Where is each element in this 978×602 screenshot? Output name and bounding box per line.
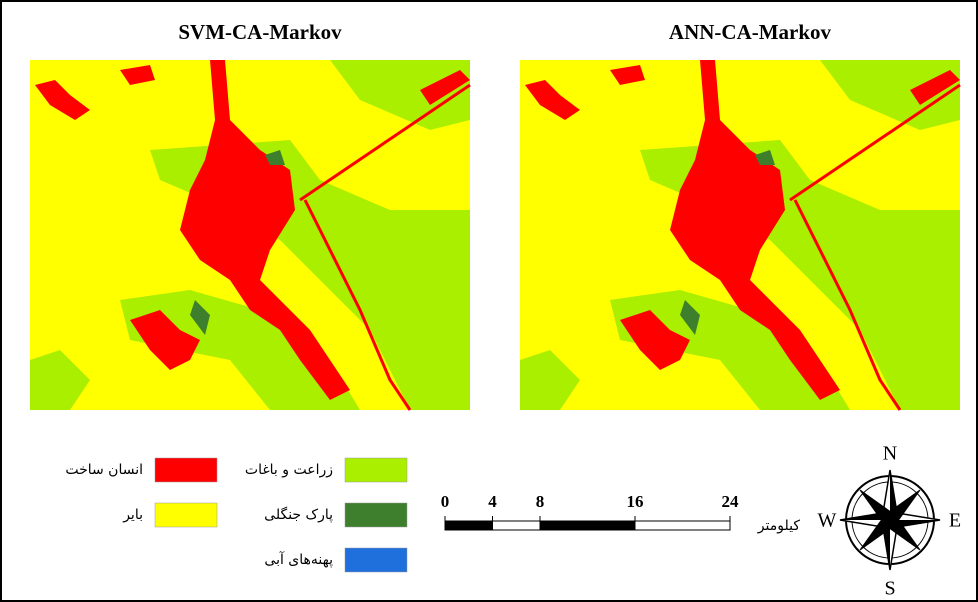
legend-label: پهنه‌های آبی	[264, 551, 333, 568]
legend-label: زراعت و باغات	[245, 462, 333, 478]
legend-swatch	[154, 502, 218, 528]
legend-swatch	[344, 457, 408, 483]
compass-east: E	[949, 510, 961, 532]
scale-tick-label: 16	[627, 492, 644, 511]
compass	[839, 469, 941, 571]
scale-tick-label: 4	[488, 492, 497, 511]
map	[28, 58, 472, 412]
scale-tick-label: 0	[441, 492, 450, 511]
legend-swatch	[344, 502, 408, 528]
legend-label: پارک جنگلی	[264, 506, 333, 523]
map-title: SVM-CA-Markov	[178, 20, 342, 44]
scale-segment	[539, 520, 636, 531]
legend-label: انسان ساخت	[65, 462, 143, 478]
scale-segment	[634, 520, 731, 531]
scale-segment	[444, 520, 493, 531]
compass-west: W	[818, 510, 837, 532]
scale-tick-label: 24	[722, 492, 740, 511]
legend-swatch	[344, 547, 408, 573]
scale-segment	[492, 520, 541, 531]
legend-label: بایر	[122, 507, 143, 523]
legend-swatch	[154, 457, 218, 483]
compass-south: S	[884, 578, 895, 600]
map-title: ANN-CA-Markov	[669, 20, 832, 44]
compass-north: N	[883, 443, 897, 465]
scale-unit: کیلومتر	[757, 518, 801, 534]
scale-tick-label: 8	[536, 492, 545, 511]
map	[518, 58, 962, 412]
